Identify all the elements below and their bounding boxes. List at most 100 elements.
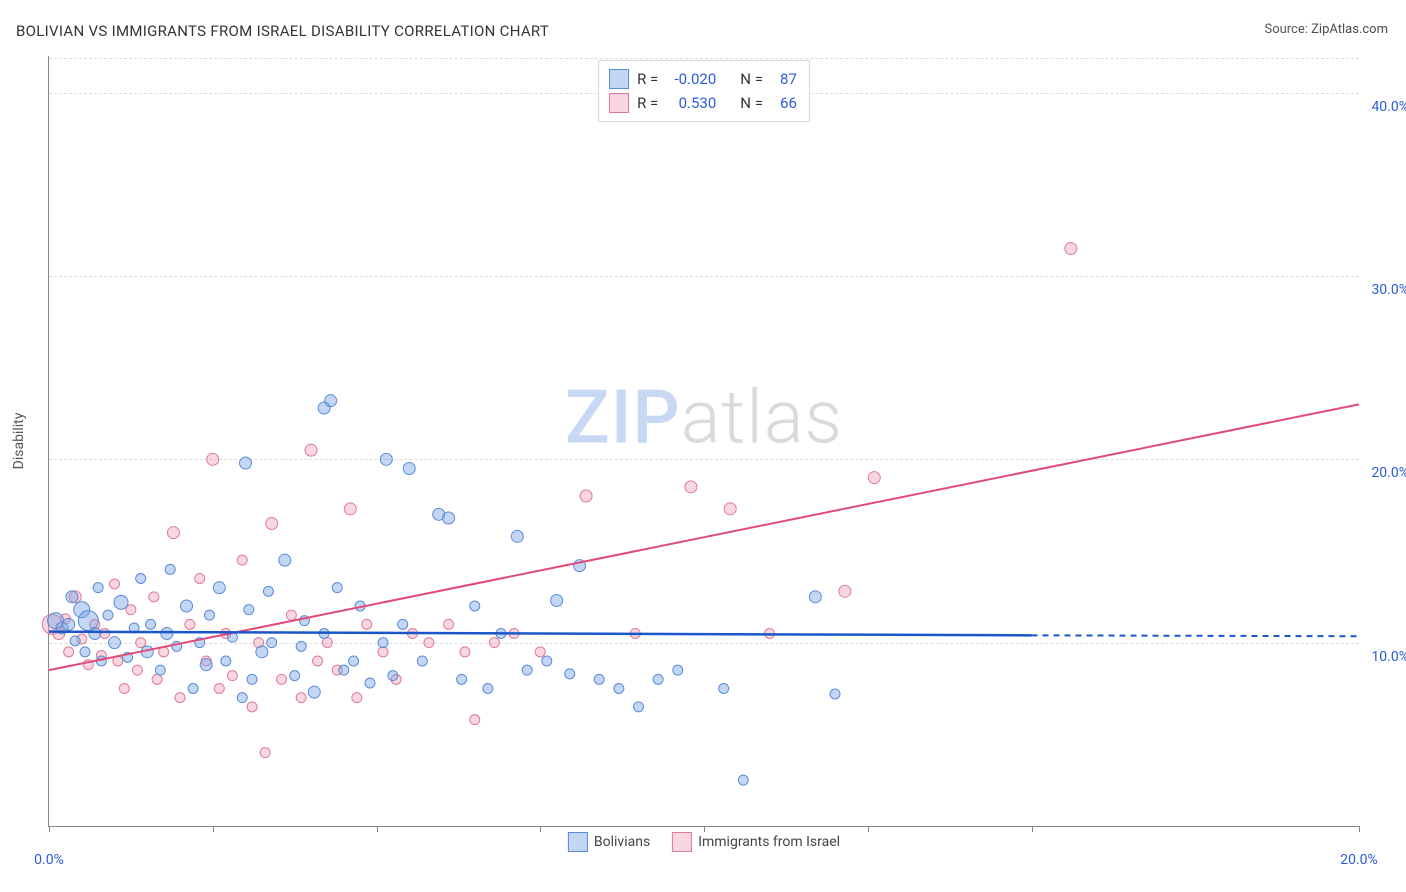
x-tick <box>1359 826 1360 832</box>
data-point <box>542 656 552 666</box>
data-point <box>70 636 80 646</box>
data-point <box>200 659 212 671</box>
data-point <box>103 610 113 620</box>
data-point <box>551 595 563 607</box>
data-point <box>155 665 165 675</box>
data-point <box>175 693 185 703</box>
y-axis-title: Disability <box>11 413 27 470</box>
data-point <box>185 619 195 629</box>
y-tick-label: 30.0% <box>1363 282 1406 298</box>
data-point <box>380 453 392 465</box>
data-point <box>146 619 156 629</box>
data-point <box>286 610 296 620</box>
x-tick-label: 0.0% <box>34 852 64 868</box>
data-point <box>227 671 237 681</box>
y-tick-label: 10.0% <box>1363 649 1406 665</box>
stat-n-blue: 87 <box>771 70 797 88</box>
data-point <box>167 527 179 539</box>
data-point <box>535 647 545 657</box>
data-point <box>132 665 142 675</box>
data-point <box>165 564 175 574</box>
data-point <box>237 555 247 565</box>
data-point <box>93 583 103 593</box>
legend-label-pink: Immigrants from Israel <box>698 834 840 850</box>
data-point <box>63 618 75 630</box>
x-tick <box>540 826 541 832</box>
data-point <box>256 646 268 658</box>
data-point <box>195 574 205 584</box>
data-point <box>511 530 523 542</box>
data-point <box>240 457 252 469</box>
correlation-stats-legend: R = -0.020 N = 87 R = 0.530 N = 66 <box>598 60 810 122</box>
y-tick-label: 20.0% <box>1363 465 1406 481</box>
data-point <box>325 395 337 407</box>
x-tick <box>868 826 869 832</box>
swatch-pink <box>609 93 629 113</box>
data-point <box>388 671 398 681</box>
data-point <box>114 595 128 609</box>
data-point <box>332 583 342 593</box>
data-point <box>470 601 480 611</box>
data-point <box>424 638 434 648</box>
data-point <box>247 702 257 712</box>
data-point <box>89 628 101 640</box>
trend-line <box>49 404 1359 670</box>
data-point <box>66 591 78 603</box>
legend-swatch-blue <box>568 832 588 852</box>
data-point <box>830 689 840 699</box>
data-point <box>279 554 291 566</box>
data-point <box>266 518 278 530</box>
data-point <box>136 574 146 584</box>
data-point <box>214 684 224 694</box>
data-point <box>868 472 880 484</box>
data-point <box>365 678 375 688</box>
y-tick-label: 40.0% <box>1363 99 1406 115</box>
data-point <box>181 600 193 612</box>
data-point <box>313 656 323 666</box>
data-point <box>460 647 470 657</box>
data-point <box>483 684 493 694</box>
stat-r-label: R = <box>637 70 658 88</box>
data-point <box>344 503 356 515</box>
data-point <box>296 693 306 703</box>
data-point <box>522 665 532 675</box>
data-point <box>221 656 231 666</box>
source-label: Source: <box>1264 22 1311 37</box>
data-point <box>403 463 415 475</box>
data-point <box>470 715 480 725</box>
stat-row-pink: R = 0.530 N = 66 <box>609 91 797 115</box>
data-point <box>719 684 729 694</box>
data-point <box>207 453 219 465</box>
data-point <box>839 585 851 597</box>
data-point <box>349 656 359 666</box>
stat-r-label-2: R = <box>637 94 658 112</box>
x-tick <box>49 826 50 832</box>
plot-area: ZIPatlas 10.0%20.0%30.0%40.0% 0.0%20.0% … <box>48 56 1359 827</box>
chart-container: BOLIVIAN VS IMMIGRANTS FROM ISRAEL DISAB… <box>0 0 1406 892</box>
data-point <box>352 693 362 703</box>
data-point <box>305 444 317 456</box>
scatter-plot-svg <box>49 56 1359 826</box>
data-point <box>64 647 74 657</box>
data-point <box>188 684 198 694</box>
data-point <box>290 671 300 681</box>
data-point <box>247 674 257 684</box>
x-tick-label: 20.0% <box>1340 852 1378 868</box>
data-point <box>443 512 455 524</box>
data-point <box>152 674 162 684</box>
data-point <box>362 619 372 629</box>
data-point <box>204 610 214 620</box>
data-point <box>417 656 427 666</box>
data-point <box>673 665 683 675</box>
data-point <box>738 775 748 785</box>
data-point <box>378 647 388 657</box>
data-point <box>653 674 663 684</box>
data-point <box>634 702 644 712</box>
chart-title: BOLIVIAN VS IMMIGRANTS FROM ISRAEL DISAB… <box>16 22 549 40</box>
source-link[interactable]: ZipAtlas.com <box>1311 22 1388 37</box>
data-point <box>322 638 332 648</box>
data-point <box>296 641 306 651</box>
data-point <box>1065 243 1077 255</box>
data-point <box>398 619 408 629</box>
x-tick <box>377 826 378 832</box>
